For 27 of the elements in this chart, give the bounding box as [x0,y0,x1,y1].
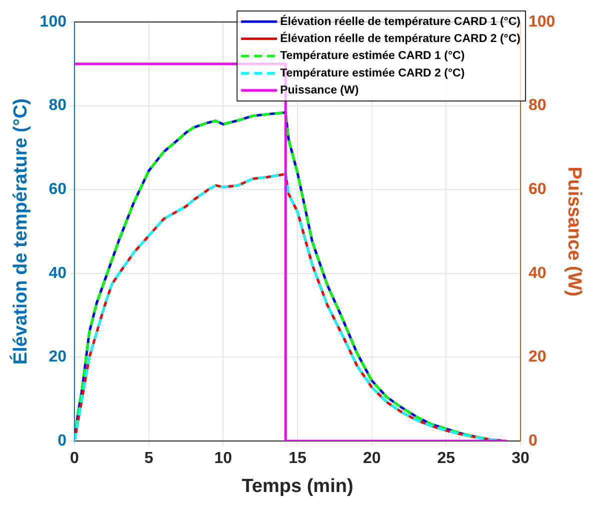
y-tick-label: 100 [40,13,67,30]
x-tick-label: 15 [288,450,306,468]
y2-tick-label: 60 [528,181,546,198]
x-tick-label: 10 [214,450,232,468]
x-tick-label: 5 [144,450,154,468]
y-tick-label: 20 [48,348,67,366]
y-tick-label: 40 [48,264,67,282]
x-axis-title: Temps (min) [242,476,354,497]
legend-label: Élévation réelle de température CARD 2 (°C) [280,30,521,45]
y2-tick-label: 40 [528,264,546,282]
y-axis-title: Élévation de température (°C) [10,98,32,365]
y2-tick-label: 80 [528,97,546,114]
legend-label: Élévation réelle de température CARD 1 (°C) [280,14,521,28]
y-tick-label: 60 [48,181,67,198]
x-tick-label: 25 [437,450,456,468]
y2-tick-label: 0 [528,432,538,450]
x-tick-label: 0 [70,450,80,468]
legend-label: Température estimée CARD 2 (°C) [280,67,465,80]
y-tick-label: 0 [58,432,67,450]
legend-label: Puissance (W) [280,84,359,97]
y2-tick-label: 100 [528,13,556,30]
y-tick-label: 80 [48,97,67,114]
x-tick-label: 20 [362,450,381,468]
x-tick-label: 30 [512,450,530,468]
y2-axis-title: Puissance (W) [563,166,584,296]
legend-label: Température estimée CARD 1 (°C) [280,50,465,62]
y2-tick-label: 20 [528,348,546,366]
